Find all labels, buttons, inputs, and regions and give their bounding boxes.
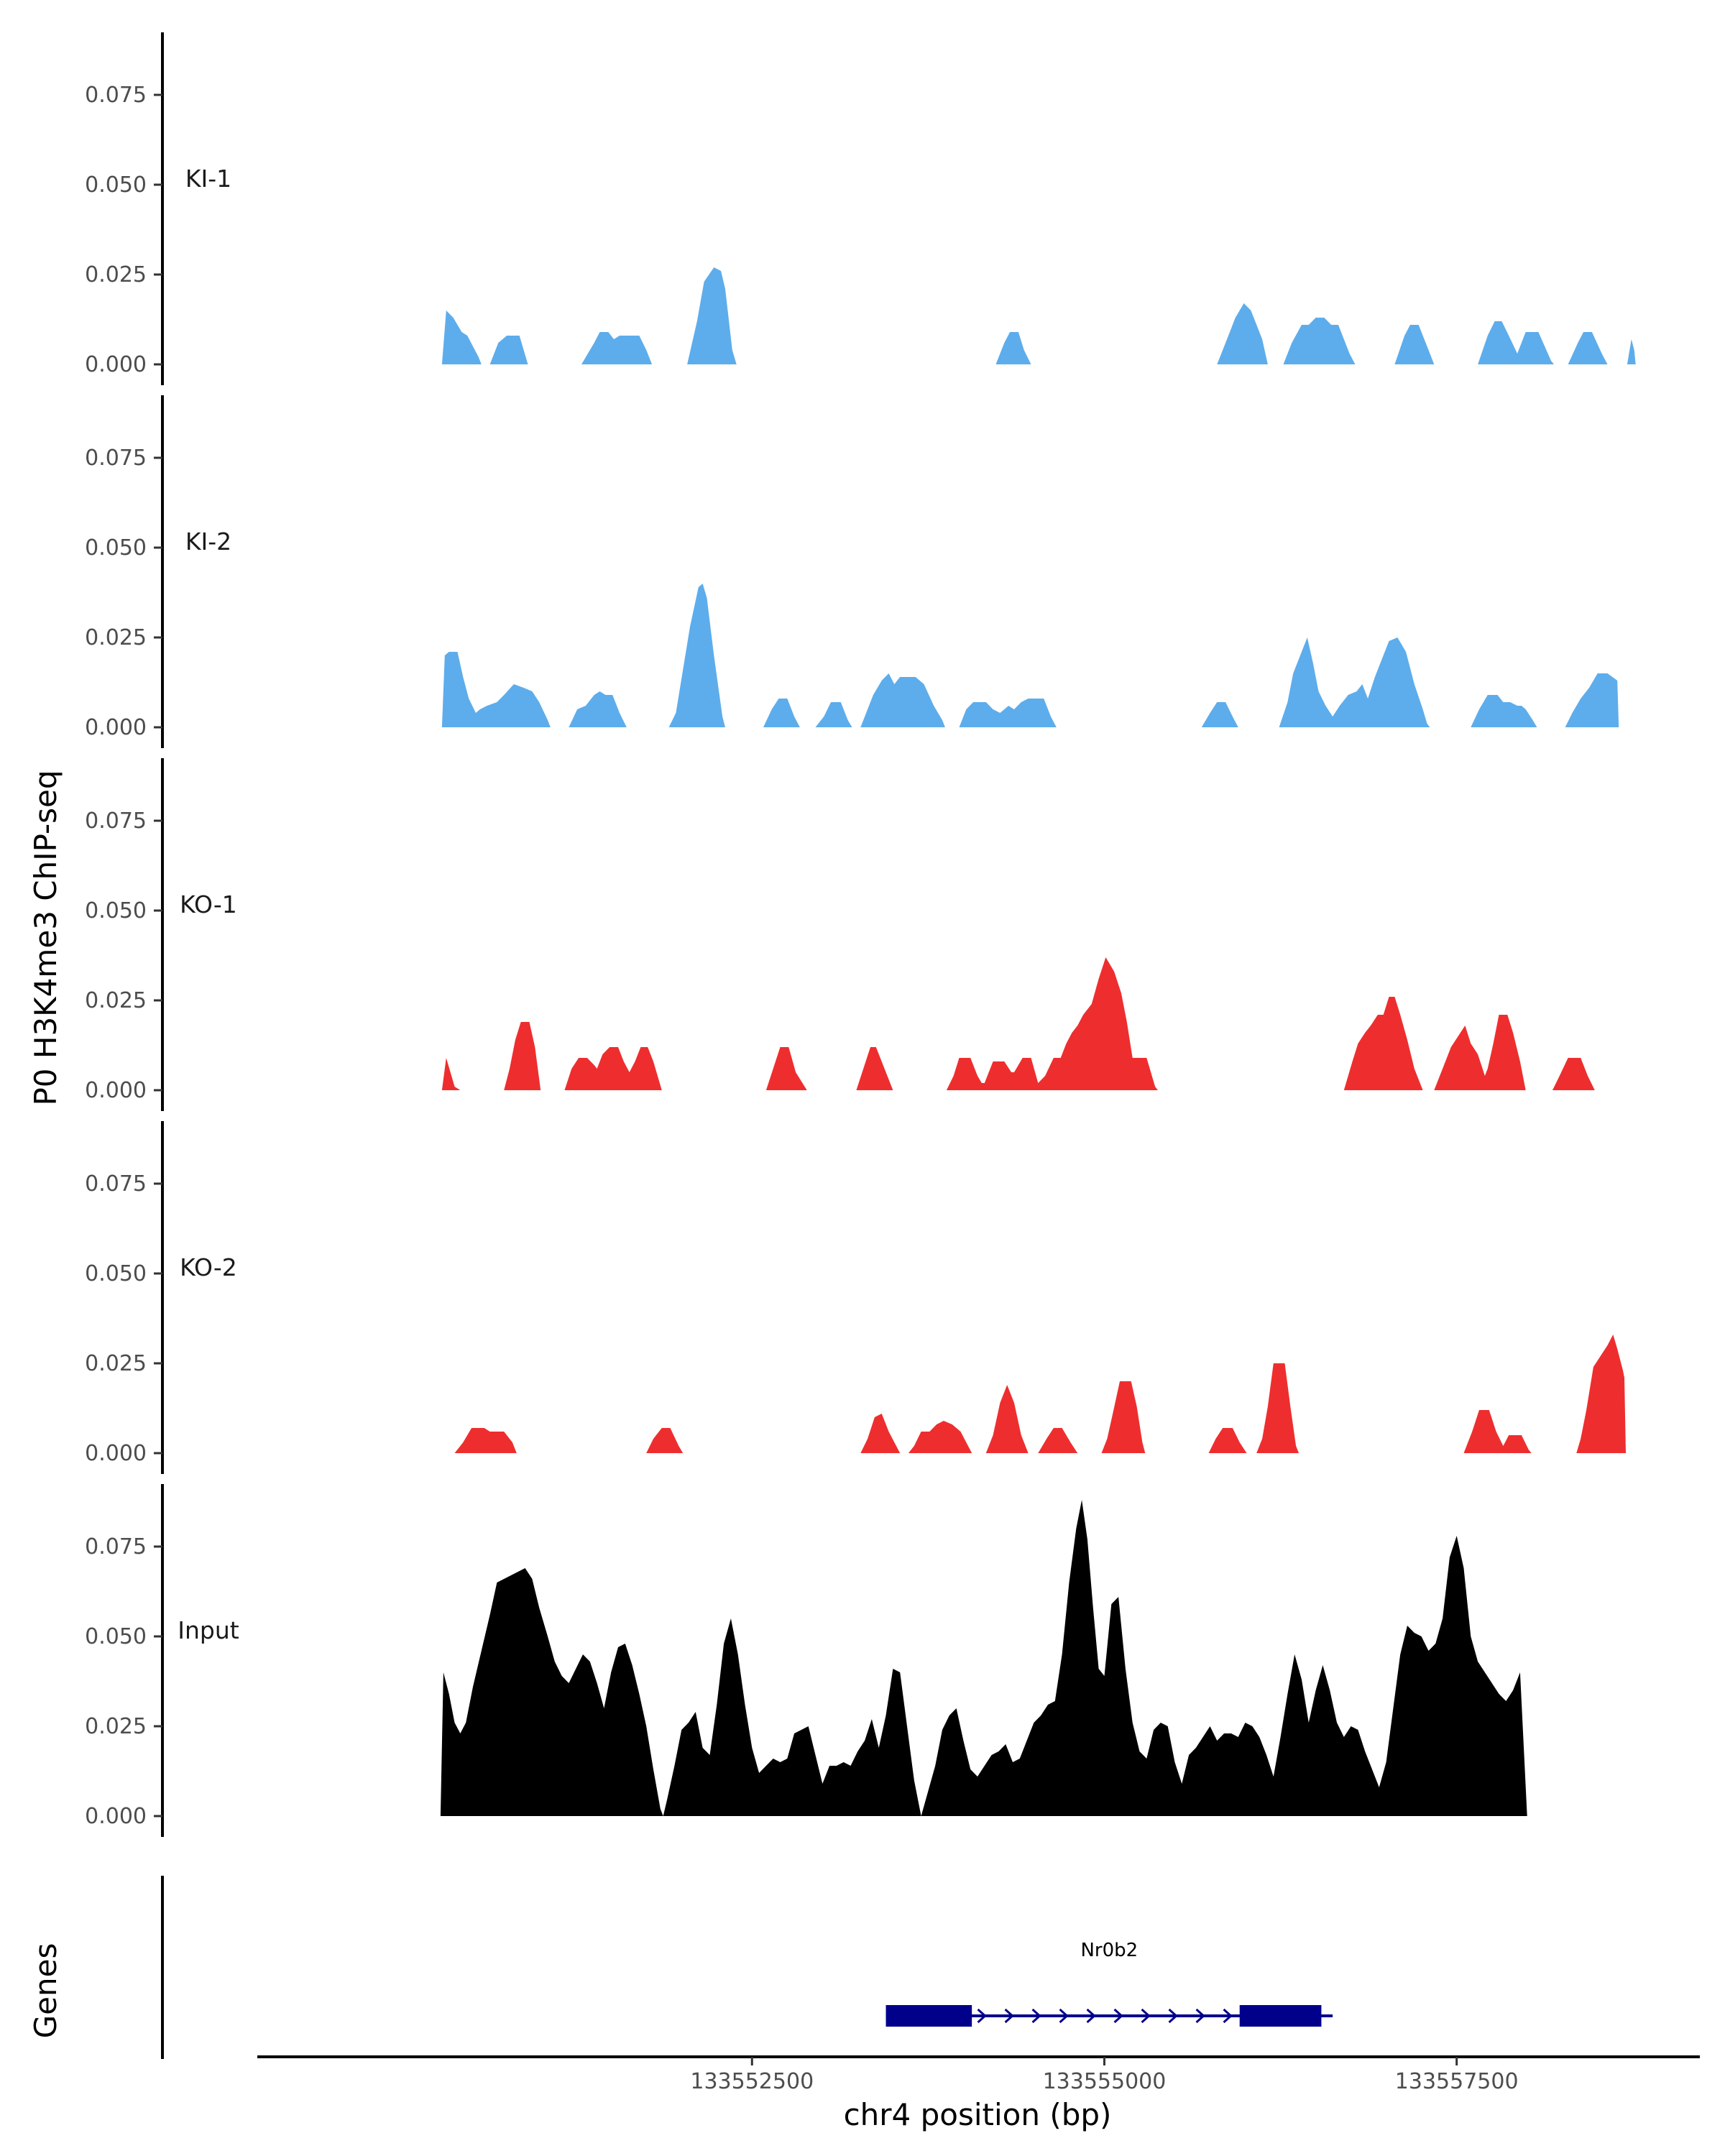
track-ki-1: 0.000 0.025 0.050 0.075 KI-1 <box>85 32 1636 385</box>
y-tick-label: 0.000 <box>85 1078 147 1103</box>
strand-arrow-icon <box>1004 2008 1014 2024</box>
y-tick-label: 0.075 <box>85 83 147 108</box>
track-input: 0.000 0.025 0.050 0.075 Input <box>85 1484 1527 1837</box>
y-tick-label: 0.050 <box>85 535 147 561</box>
strand-arrow-icon <box>1086 2008 1096 2024</box>
series-area-ko-1 <box>441 957 1595 1090</box>
series-area-input <box>440 1500 1527 1816</box>
series-label: KI-1 <box>185 165 231 193</box>
y-tick-label: 0.075 <box>85 446 147 471</box>
y-tick-label: 0.025 <box>85 262 147 287</box>
y-axis-title: P0 H3K4me3 ChIP-seq <box>28 770 63 1105</box>
series-area-ki-2 <box>441 584 1619 727</box>
signal-tracks: 0.0000.0250.0500.075KI-10.0000.0250.0500… <box>85 32 1636 1837</box>
series-area-ko-2 <box>454 1335 1626 1453</box>
gene-exon <box>1239 2005 1322 2027</box>
strand-arrow-icon <box>1141 2008 1151 2024</box>
strand-arrow-icon <box>1168 2008 1178 2024</box>
strand-arrow-icon <box>1031 2008 1041 2024</box>
series-label: KO-1 <box>180 890 237 918</box>
x-axis: 133552500 133555000 133557500 <box>257 2055 1700 2094</box>
y-tick-label: 0.025 <box>85 625 147 650</box>
series-label: KO-2 <box>180 1253 237 1281</box>
x-axis-title: chr4 position (bp) <box>844 2097 1112 2132</box>
x-tick-label: 133557500 <box>1395 2069 1519 2094</box>
y-tick-label: 0.025 <box>85 988 147 1013</box>
strand-arrow-icon <box>977 2008 987 2024</box>
y-tick-label: 0.050 <box>85 1624 147 1649</box>
series-label: KI-2 <box>185 528 231 556</box>
y-tick-label: 0.050 <box>85 172 147 198</box>
gene-track: Nr0b2 <box>161 1876 1333 2059</box>
strand-arrow-icon <box>1223 2008 1233 2024</box>
x-tick-label: 133555000 <box>1043 2069 1167 2094</box>
gene-exon <box>886 2005 972 2027</box>
y-tick-label: 0.075 <box>85 1171 147 1197</box>
y-tick-label: 0.075 <box>85 808 147 834</box>
y-tick-label: 0.025 <box>85 1351 147 1376</box>
strand-arrow-icon <box>1113 2008 1123 2024</box>
strand-arrow-icon <box>1195 2008 1205 2024</box>
gene-name-label: Nr0b2 <box>1080 1940 1138 1961</box>
track-ko-2: 0.000 0.025 0.050 0.075 KO-2 <box>85 1121 1626 1474</box>
y-tick-label: 0.000 <box>85 352 147 377</box>
y-tick-label: 0.050 <box>85 898 147 923</box>
strand-arrow-icon <box>1059 2008 1069 2024</box>
x-tick-label: 133552500 <box>690 2069 814 2094</box>
track-ko-1: 0.000 0.025 0.050 0.075 KO-1 <box>85 758 1595 1111</box>
y-tick-label: 0.000 <box>85 1804 147 1829</box>
track-ki-2: 0.000 0.025 0.050 0.075 KI-2 <box>85 395 1619 748</box>
y-tick-label: 0.025 <box>85 1714 147 1739</box>
y-tick-label: 0.000 <box>85 1441 147 1466</box>
series-label: Input <box>178 1616 239 1644</box>
y-tick-label: 0.050 <box>85 1261 147 1286</box>
y-tick-label: 0.000 <box>85 715 147 740</box>
y-tick-label: 0.075 <box>85 1534 147 1560</box>
genes-axis-title: Genes <box>28 1943 63 2039</box>
series-area-ki-1 <box>441 267 1636 364</box>
